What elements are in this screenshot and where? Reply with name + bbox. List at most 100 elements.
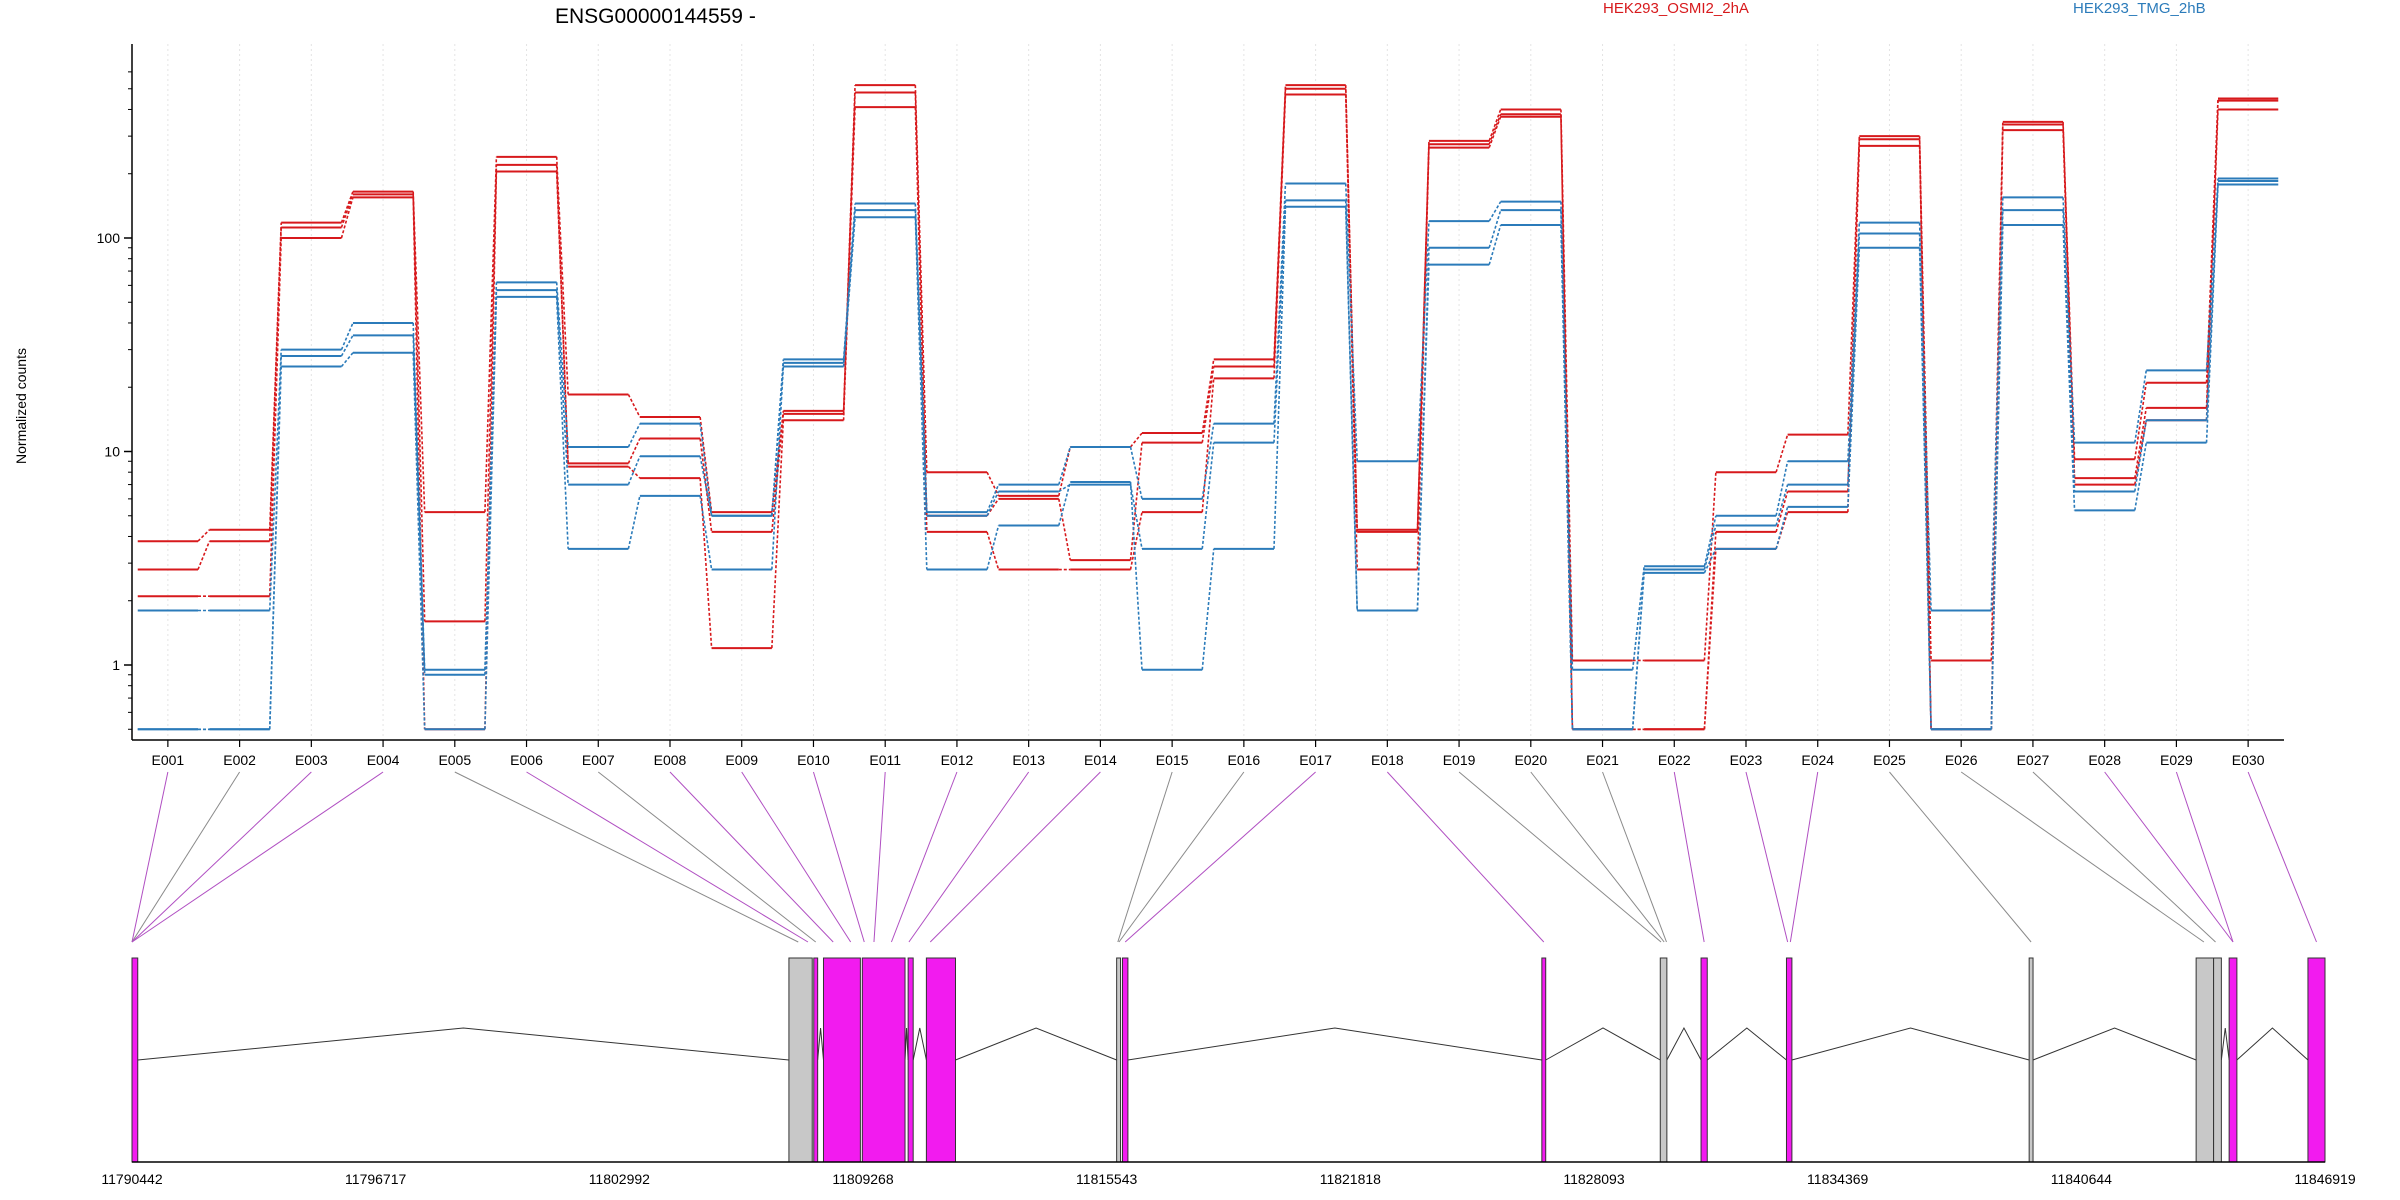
legend-entry-osmi2: HEK293_OSMI2_2hA	[1603, 0, 1749, 17]
series-5-step-15	[1201, 442, 1215, 549]
series-2-step-15	[1201, 366, 1215, 443]
genomic-coordinate-axis: 11790442 11796717 11802992 11809268 11815543…	[101, 1161, 2356, 1187]
series-5-step-19	[1488, 209, 1502, 249]
series-3-step-15	[1201, 378, 1215, 513]
x-tick-label-e003: E003	[295, 752, 328, 768]
series-6-step-29	[2205, 184, 2219, 443]
y-axis: 1 10 100	[97, 44, 133, 740]
series-6-step-28	[2134, 442, 2148, 511]
x-tick-label-e022: E022	[1658, 752, 1691, 768]
intron-6	[912, 1027, 927, 1061]
exon-link-e025	[1889, 771, 2032, 943]
genomic-tick-label-9: 11840644	[2051, 1171, 2112, 1187]
series-6-step-25	[1918, 247, 1932, 730]
exon-block-18	[2307, 957, 2326, 1163]
series-4-step-13	[1058, 446, 1072, 485]
series-6-step-27	[2062, 225, 2076, 511]
series-1-step-28	[2134, 382, 2148, 460]
series-6-step-6	[555, 296, 569, 549]
exon-link-e019	[1458, 771, 1662, 943]
series-6-step-7	[627, 495, 641, 550]
x-tick-label-e030: E030	[2232, 752, 2265, 768]
x-tick-label-e010: E010	[797, 752, 830, 768]
exon-block-16	[2213, 957, 2222, 1163]
genomic-tick-label-2: 11796717	[345, 1171, 406, 1187]
series-4-step-16	[1273, 183, 1287, 424]
series-5-step-13	[1058, 483, 1071, 493]
genomic-tick-label-6: 11821818	[1320, 1171, 1381, 1187]
x-tick-label-e008: E008	[654, 752, 687, 768]
series-6-step-4	[412, 352, 426, 730]
series-1	[137, 84, 2279, 662]
series-3-step-18	[1416, 147, 1430, 570]
x-tick-label-e015: E015	[1156, 752, 1189, 768]
series-3-step-7	[627, 466, 641, 479]
y-axis-label: Normalized counts	[13, 348, 29, 464]
series-5-step-14	[1129, 484, 1143, 549]
x-tick-label-e009: E009	[725, 752, 758, 768]
series-5-step-28	[2134, 420, 2148, 492]
series-3-step-8	[699, 478, 713, 649]
x-tick-label-e018: E018	[1371, 752, 1404, 768]
series-3	[137, 93, 2279, 731]
series-6-step-20	[1560, 225, 1574, 730]
x-tick-label-e025: E025	[1873, 752, 1906, 768]
exon-link-e030	[2247, 771, 2317, 943]
series-6-step-5	[484, 296, 498, 730]
series-6-step-9	[771, 366, 785, 570]
exon-link-e006	[526, 771, 809, 943]
exon-link-e009	[741, 771, 852, 943]
y-tick-label-10: 10	[104, 444, 120, 460]
x-tick-label-e017: E017	[1299, 752, 1332, 768]
x-tick-label-e014: E014	[1084, 752, 1117, 768]
series-3-step-17	[1344, 94, 1359, 570]
series-3-step-28	[2134, 420, 2148, 485]
series-5-step-8	[699, 456, 713, 516]
series-4-step-6	[555, 282, 569, 448]
series-4-step-18	[1416, 221, 1430, 462]
series-2-step-3	[340, 194, 354, 228]
series-6-step-22	[1703, 548, 1717, 574]
series-1-step-23	[1775, 434, 1789, 473]
series-6-step-8	[699, 495, 713, 570]
series-4-step-27	[2062, 197, 2076, 443]
series-6-step-16	[1273, 206, 1287, 549]
series-1-step-12	[986, 471, 1000, 497]
series-6-step-2	[268, 366, 283, 730]
series-6-step-17	[1344, 206, 1359, 611]
intron-12	[1706, 1027, 1787, 1061]
series-2-step-8	[699, 438, 713, 533]
exon-block-14	[2028, 957, 2034, 1163]
exon-link-e020	[1530, 771, 1665, 943]
x-tick-label-e026: E026	[1945, 752, 1978, 768]
series-2-step-13	[1058, 498, 1072, 561]
series-5-step-23	[1775, 484, 1789, 526]
genomic-tick-label-7: 11828093	[1563, 1171, 1624, 1187]
series-2-step-19	[1488, 113, 1502, 145]
exon-link-e004	[131, 771, 384, 943]
exon-block-3	[813, 957, 819, 1163]
x-tick-label-e027: E027	[2017, 752, 2050, 768]
series-6-step-23	[1775, 506, 1789, 550]
exon-link-e027	[2032, 771, 2216, 943]
exon-block-7	[925, 957, 957, 1163]
exon-block-4	[822, 957, 861, 1163]
series-2-step-28	[2134, 407, 2148, 479]
series-3-step-11	[914, 107, 928, 532]
grid-lines	[167, 44, 2249, 740]
series-2-step-1	[197, 540, 211, 570]
series-4-step-14	[1129, 446, 1143, 500]
x-tick-label-e001: E001	[152, 752, 185, 768]
series-5-step-24	[1847, 233, 1861, 485]
series-6-step-13	[1058, 481, 1072, 526]
series-5-step-25	[1918, 233, 1932, 730]
series-3-step-16	[1273, 94, 1287, 379]
exon-link-e024	[1789, 771, 1819, 943]
series-3-step-12	[986, 531, 1000, 570]
series-4-step-15	[1201, 423, 1215, 499]
series-3-step-4	[412, 197, 426, 730]
series-1-step-4	[412, 191, 426, 513]
y-tick-label-1: 1	[112, 657, 120, 673]
exon-link-e007	[597, 771, 817, 943]
exon-link-e012	[890, 771, 958, 943]
